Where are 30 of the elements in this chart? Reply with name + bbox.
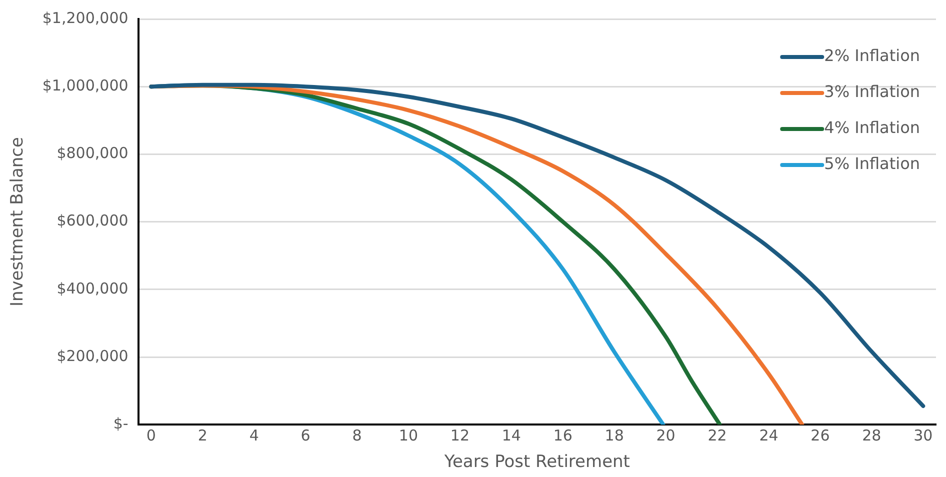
x-tick-label: 2 bbox=[198, 426, 208, 444]
x-tick-label: 16 bbox=[553, 426, 572, 444]
y-axis-title: Investment Balance bbox=[8, 137, 28, 307]
y-tick-label: $- bbox=[113, 414, 128, 432]
x-tick-label: 26 bbox=[810, 426, 830, 444]
y-tick-label: $200,000 bbox=[56, 346, 128, 365]
y-tick-label: $400,000 bbox=[56, 279, 128, 298]
y-tick-label: $800,000 bbox=[56, 144, 128, 162]
legend-label: 5% Inflation bbox=[824, 154, 920, 174]
y-tick-label: $600,000 bbox=[56, 212, 128, 230]
x-tick-label: 4 bbox=[249, 426, 259, 444]
x-tick-label: 14 bbox=[502, 426, 521, 444]
x-tick-label: 22 bbox=[708, 426, 727, 444]
x-tick-label: 6 bbox=[300, 426, 310, 444]
x-tick-label: 30 bbox=[914, 426, 933, 444]
line-series bbox=[149, 82, 926, 408]
legend-label: 2% Inflation bbox=[824, 46, 920, 66]
y-tick-label: $1,000,000 bbox=[42, 76, 128, 94]
x-tick-label: 28 bbox=[862, 426, 882, 444]
y-tick-label: $1,200,000 bbox=[42, 8, 128, 27]
x-tick-label: 24 bbox=[759, 426, 778, 444]
x-tick-label: 0 bbox=[146, 426, 156, 444]
legend-label: 4% Inflation bbox=[824, 118, 920, 138]
x-tick-label: 12 bbox=[450, 426, 470, 444]
legend-label: 3% Inflation bbox=[824, 82, 920, 102]
x-tick-label: 10 bbox=[398, 426, 418, 444]
x-tick-label: 18 bbox=[604, 426, 624, 444]
x-tick-label: 20 bbox=[656, 426, 676, 444]
x-tick-label: 8 bbox=[352, 426, 362, 444]
x-axis-title: Years Post Retirement bbox=[443, 452, 630, 472]
